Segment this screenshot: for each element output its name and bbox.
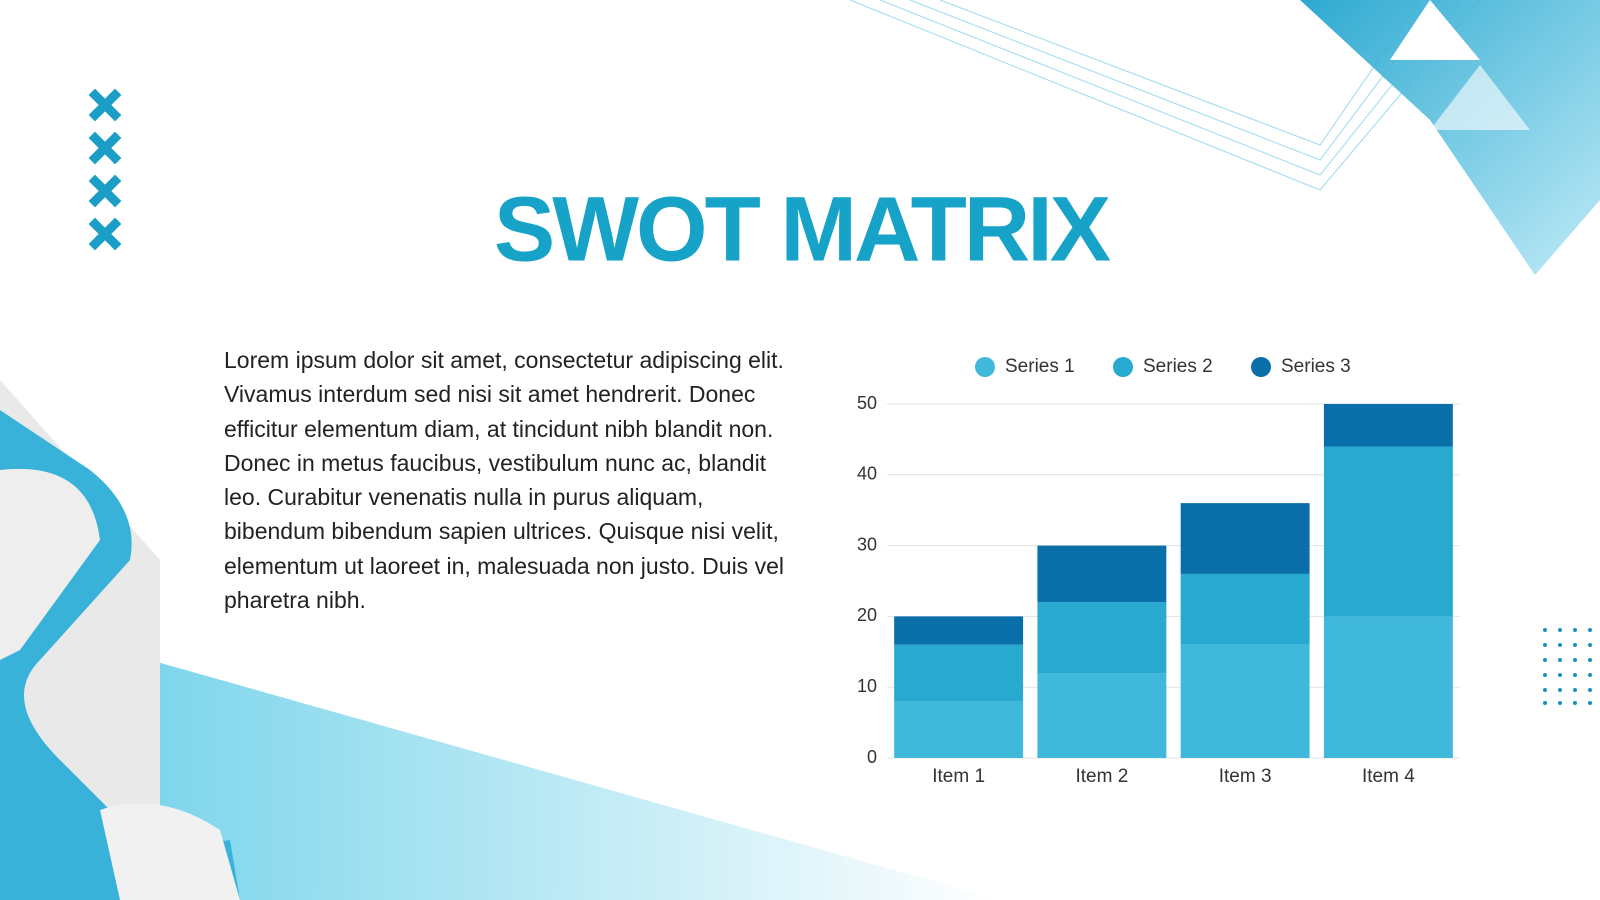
legend-marker (975, 357, 995, 377)
bar-segment (1037, 673, 1167, 758)
legend-label: Series 1 (1005, 356, 1075, 377)
y-tick-label: 30 (857, 534, 877, 554)
legend-label: Series 3 (1281, 356, 1351, 377)
y-tick-label: 40 (857, 464, 877, 484)
x-tick-label: Item 1 (932, 766, 985, 787)
bar-segment (1180, 503, 1310, 574)
legend-marker (1251, 357, 1271, 377)
bar-segment (1323, 404, 1453, 447)
bar-segment (1323, 616, 1453, 758)
y-tick-label: 50 (857, 393, 877, 413)
bar-segment (1323, 446, 1453, 617)
x-tick-label: Item 3 (1219, 766, 1272, 787)
x-tick-label: Item 2 (1075, 766, 1128, 787)
bar-segment (1037, 602, 1167, 674)
slide-title: SWOT MATRIX (494, 178, 1111, 280)
body-text: Lorem ipsum dolor sit amet, consectetur … (224, 347, 784, 614)
bar-segment (1180, 644, 1310, 758)
bar-segment (894, 616, 1024, 645)
legend-label: Series 2 (1143, 356, 1213, 377)
y-tick-label: 20 (857, 605, 877, 625)
x-tick-label: Item 4 (1362, 766, 1415, 787)
bar-segment (894, 701, 1024, 758)
y-tick-label: 10 (857, 676, 877, 696)
legend-marker (1113, 357, 1133, 377)
bar-segment (1180, 573, 1310, 645)
bar-segment (894, 644, 1024, 702)
y-tick-label: 0 (867, 747, 877, 767)
bar-segment (1037, 545, 1167, 603)
